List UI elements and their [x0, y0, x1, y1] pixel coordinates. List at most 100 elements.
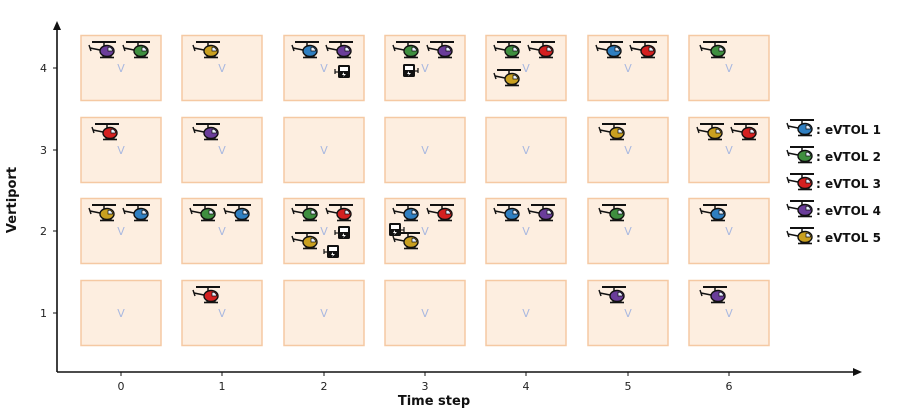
axes: Time step Vertiport: [5, 21, 862, 409]
vertiport-cell: V: [181, 279, 263, 347]
evtol-icon: [629, 41, 657, 59]
evtol-icon: [699, 204, 727, 222]
vertiport-cell: V: [283, 116, 365, 184]
evtol-icon: [291, 232, 319, 250]
x-tick-label: 6: [726, 380, 733, 393]
x-tick-label: 4: [523, 380, 530, 393]
evtol-icon: [493, 69, 521, 87]
cell-box: [181, 116, 263, 184]
cell-box: [587, 34, 669, 102]
evtol-icon: [189, 204, 217, 222]
evtol-icon: [122, 204, 150, 222]
cell-label: V: [117, 225, 125, 238]
cell-label: V: [725, 144, 733, 157]
vertiport-cell: V: [181, 34, 263, 102]
evtol-icon: [192, 123, 220, 141]
evtol-icon: [527, 204, 555, 222]
legend-label: : eVTOL 2: [816, 150, 881, 164]
cell-box: [688, 279, 770, 347]
x-axis-title: Time step: [398, 394, 470, 409]
y-tick-label: 3: [40, 144, 47, 157]
y-tick-label: 2: [40, 225, 47, 238]
cell-box: [283, 279, 365, 347]
vertiport-cell: V: [181, 197, 263, 265]
cell-label: V: [522, 62, 530, 75]
evtol-icon: [786, 173, 814, 191]
vertiport-cell: V: [587, 116, 669, 184]
cell-box: [587, 116, 669, 184]
evtol-icon: [786, 200, 814, 218]
cell-label: V: [725, 307, 733, 320]
vertiport-cell: V: [283, 197, 365, 265]
evtol-icon: [291, 204, 319, 222]
evtol-icon: [426, 204, 454, 222]
vertiport-cell: V: [384, 116, 466, 184]
axis-ticks: 0 1 2 3 4 5 6 1 2 3 4: [40, 62, 733, 393]
vertiport-cell: V: [485, 116, 567, 184]
vertiport-cell: V: [80, 197, 162, 265]
evtol-icon: [595, 41, 623, 59]
vertiport-cell: V: [80, 34, 162, 102]
cell-label: V: [421, 307, 429, 320]
x-tick-label: 1: [219, 380, 226, 393]
evtol-icon: [88, 204, 116, 222]
cell-box: [384, 116, 466, 184]
vertiport-cell: V: [587, 34, 669, 102]
evtol-icon: [696, 123, 724, 141]
cell-box: [80, 116, 162, 184]
evtol-icon: [598, 204, 626, 222]
cell-box: [181, 197, 263, 265]
cell-label: V: [624, 62, 632, 75]
cell-box: [485, 116, 567, 184]
cell-box: [384, 279, 466, 347]
evtol-icon: [730, 123, 758, 141]
cell-box: [485, 279, 567, 347]
cell-box: [283, 116, 365, 184]
cell-label: V: [320, 62, 328, 75]
cell-label: V: [117, 62, 125, 75]
cell-label: V: [117, 307, 125, 320]
evtol-icon: [493, 41, 521, 59]
cell-box: [80, 279, 162, 347]
evtol-icon: [786, 119, 814, 137]
cell-label: V: [320, 225, 328, 238]
cell-box: [80, 34, 162, 102]
charger-icon: [403, 64, 419, 77]
cell-label: V: [624, 225, 632, 238]
legend-label: : eVTOL 5: [816, 231, 881, 245]
legend-item: : eVTOL 2: [786, 146, 881, 164]
cell-label: V: [624, 144, 632, 157]
cell-box: [80, 197, 162, 265]
legend-item: : eVTOL 3: [786, 173, 881, 191]
evtol-icon: [699, 286, 727, 304]
vertiport-cell: V: [384, 279, 466, 347]
evtol-icon: [392, 204, 420, 222]
cell-box: [587, 197, 669, 265]
vertiport-cell: V: [181, 116, 263, 184]
evtol-icon: [291, 41, 319, 59]
evtol-icon: [192, 41, 220, 59]
evtol-icon: [426, 41, 454, 59]
legend-item: : eVTOL 4: [786, 200, 881, 218]
charger-icon: [389, 223, 405, 236]
legend-label: : eVTOL 4: [816, 204, 881, 218]
legend-label: : eVTOL 3: [816, 177, 881, 191]
cell-label: V: [218, 307, 226, 320]
vertiport-cell: V: [688, 279, 770, 347]
evtol-icon: [122, 41, 150, 59]
cell-box: [688, 116, 770, 184]
evtol-icon: [527, 41, 555, 59]
legend-label: : eVTOL 1: [816, 123, 881, 137]
evtol-icon: [392, 232, 420, 250]
cell-label: V: [117, 144, 125, 157]
x-tick-label: 2: [321, 380, 328, 393]
cell-box: [587, 279, 669, 347]
y-axis-arrow: [53, 21, 61, 30]
vertiport-cell: V: [688, 116, 770, 184]
vertiport-cells: V V V V V V V V V V V V V V V V V V V V V V V V V V V V: [80, 34, 770, 347]
vertiport-cell: V: [384, 34, 466, 102]
charger-icon: [323, 245, 339, 258]
vertiport-cell: V: [485, 197, 567, 265]
vertiport-cell: V: [283, 34, 365, 102]
